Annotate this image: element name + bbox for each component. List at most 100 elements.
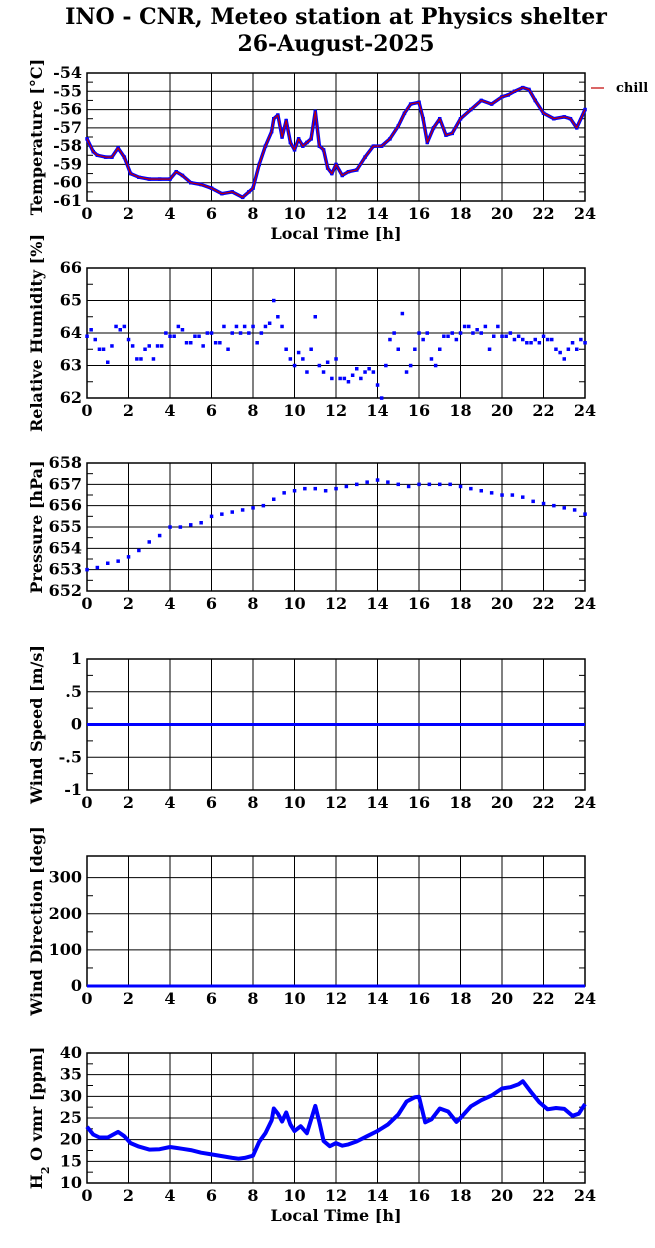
data-point [230,510,234,514]
x-tick-label: 6 [206,1186,217,1205]
legend-label: chill [616,81,648,96]
x-tick-label: 22 [532,1186,554,1205]
data-point [355,482,359,487]
data-point [425,331,429,335]
data-point [189,523,193,527]
data-point [309,347,313,351]
x-tick-label: 4 [164,793,175,812]
data-point [344,484,349,489]
data-point [392,331,396,335]
data-point [500,334,504,338]
x-tick-label: 0 [81,1186,92,1205]
x-tick-label: 6 [206,793,217,812]
data-point [106,360,110,364]
data-point [541,501,546,506]
data-point [205,331,210,335]
data-point [267,321,272,325]
data-point [545,337,550,342]
x-tick-label: 0 [81,204,92,223]
data-point [296,350,301,355]
y-tick-label: 656 [49,496,82,515]
data-point [363,370,367,374]
data-point [583,107,587,112]
x-tick-label: 20 [491,989,513,1008]
data-point [213,341,218,345]
x-tick-label: 14 [366,401,388,420]
data-point [404,370,409,374]
y-tick-label: -57 [53,118,82,137]
data-point [101,347,106,351]
data-point [375,383,380,387]
x-tick-label: 10 [283,204,305,223]
figure-title-line2: 26-August-2025 [237,31,434,57]
x-tick-label: 18 [449,594,471,613]
y-tick-label: -60 [53,173,82,192]
data-point [510,493,515,497]
data-point [554,347,558,351]
data-point [396,482,400,487]
x-tick-label: 0 [81,401,92,420]
x-tick-label: 14 [366,1186,388,1205]
data-point [143,347,147,351]
x-tick-label: 2 [123,401,134,420]
data-point [512,337,517,342]
x-tick-label: 4 [164,204,175,223]
data-point [475,328,479,332]
data-point [276,315,280,319]
x-tick-label: 8 [247,401,258,420]
data-point [313,315,317,319]
x-tick-label: 6 [206,204,217,223]
x-tick-label: 8 [247,793,258,812]
y-tick-label: 66 [60,258,82,277]
plot-frame [86,1052,586,1184]
plot-frame [86,462,586,592]
y-tick-label: 658 [49,453,82,472]
data-point [122,324,127,329]
x-tick-label: 8 [247,204,258,223]
x-tick-label: 20 [491,1186,513,1205]
x-tick-label: 2 [123,204,134,223]
data-point [184,341,189,345]
x-tick-label: 6 [206,989,217,1008]
data-point [489,491,494,495]
x-tick-label: 22 [532,594,554,613]
x-tick-label: 16 [408,1186,430,1205]
data-point [521,337,525,342]
x-tick-label: 24 [574,204,596,223]
data-point [427,482,432,487]
data-point [288,357,293,361]
data-point [496,324,500,329]
data-point [570,341,575,345]
y-tick-label: 40 [60,1043,82,1062]
y-tick-label: 63 [60,356,82,375]
data-point [168,525,172,529]
data-point [321,370,326,374]
data-point [386,480,390,484]
data-point [114,324,118,329]
data-point [197,334,201,338]
data-point [429,357,434,361]
y-tick-label: 30 [60,1086,82,1105]
x-tick-label: 16 [408,989,430,1008]
x-tick-label: 14 [366,204,388,223]
x-tick-label: 16 [408,204,430,223]
x-axis-label: Local Time [h] [270,224,401,243]
y-axis-label: H2 O vmr [ppm] [27,1047,52,1190]
data-point [359,376,363,381]
data-point [375,478,380,482]
data-point [303,486,307,491]
x-tick-label: 18 [449,401,471,420]
y-tick-label: 0 [71,715,82,734]
data-point [189,341,193,345]
data-point [483,324,488,329]
y-tick-label: 652 [49,581,82,600]
x-tick-label: 18 [449,989,471,1008]
x-tick-label: 12 [325,989,347,1008]
data-point [408,363,413,368]
y-tick-label: -58 [53,136,82,155]
x-tick-label: 14 [366,989,388,1008]
data-point [272,298,276,303]
data-point [334,486,338,491]
data-point [272,497,276,501]
